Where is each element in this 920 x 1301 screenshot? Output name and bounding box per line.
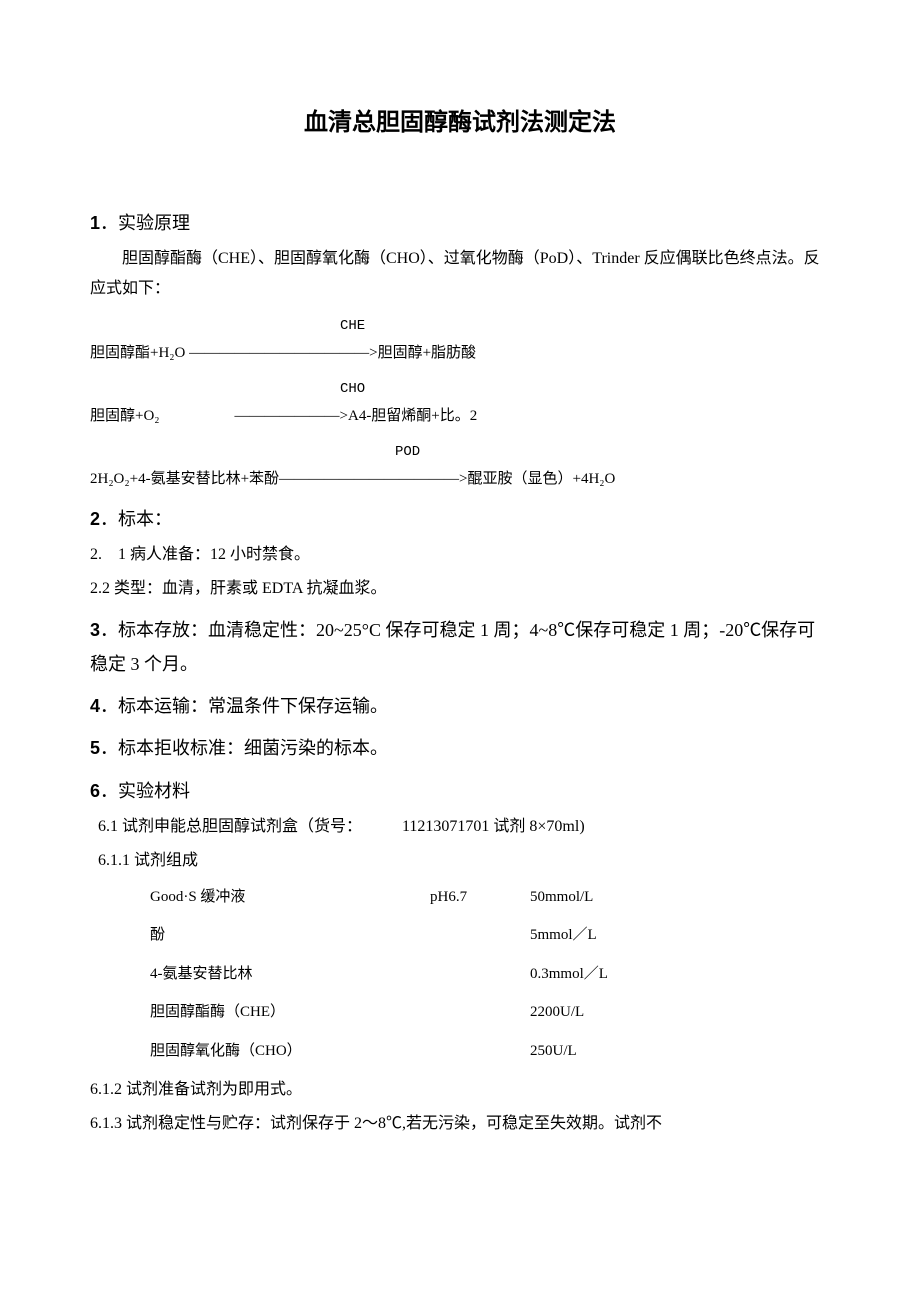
reagent-value: 50mmol/L	[530, 883, 680, 912]
document-title: 血清总胆固醇酶试剂法测定法	[90, 100, 830, 146]
reagent-value: 2200U/L	[530, 998, 680, 1027]
reagent-row-1: 酚 5mmol／L	[150, 921, 830, 950]
section-3-text: ．标本存放：血清稳定性：20~25°C 保存可稳定 1 周；4~8℃保存可稳定 …	[90, 620, 815, 674]
reaction-2-label: CHO	[340, 376, 830, 403]
reagent-row-2: 4-氨基安替比林 0.3mmol／L	[150, 960, 830, 989]
section-3-num: 3	[90, 620, 100, 640]
reaction-2: 胆固醇+O₂ ―――――――>A4-胆留烯酮+比。2	[90, 402, 830, 431]
reagent-ph	[430, 998, 530, 1027]
section-4-text: ．标本运输：常温条件下保存运输。	[100, 696, 388, 716]
section-5-heading: 5．标本拒收标准：细菌污染的标本。	[90, 731, 830, 765]
reagent-name: 4-氨基安替比林	[150, 960, 430, 989]
section-6-text: ．实验材料	[100, 781, 190, 801]
section-6-item1: 6.1 试剂申能总胆固醇试剂盒（货号： 11213071701 试剂 8×70m…	[98, 812, 830, 842]
section-2-item1: 2. 1 病人准备：12 小时禁食。	[90, 540, 830, 570]
section-1-num: 1	[90, 213, 100, 233]
reagent-value: 5mmol／L	[530, 921, 680, 950]
reaction-3: 2H₂O₂+4-氨基安替比林+苯酚――――――――――――>醌亚胺（显色）+4H…	[90, 465, 830, 494]
section-4-heading: 4．标本运输：常温条件下保存运输。	[90, 689, 830, 723]
section-6-heading: 6．实验材料	[90, 774, 830, 808]
section-1-heading: 1．实验原理	[90, 206, 830, 240]
reagent-table: Good·S 缓冲液 pH6.7 50mmol/L 酚 5mmol／L 4-氨基…	[150, 883, 830, 1066]
reagent-name: 胆固醇酯酶（CHE）	[150, 998, 430, 1027]
section-6-item3: 6.1.2 试剂准备试剂为即用式。	[90, 1075, 830, 1105]
section-6-num: 6	[90, 781, 100, 801]
section-3-heading: 3．标本存放：血清稳定性：20~25°C 保存可稳定 1 周；4~8℃保存可稳定…	[90, 613, 830, 681]
reagent-ph: pH6.7	[430, 883, 530, 912]
section-2-num: 2	[90, 509, 100, 529]
reaction-1-label: CHE	[340, 313, 830, 340]
reagent-name: 胆固醇氧化酶（CHO）	[150, 1037, 430, 1066]
reagent-ph	[430, 1037, 530, 1066]
reagent-row-3: 胆固醇酯酶（CHE） 2200U/L	[150, 998, 830, 1027]
section-1-para: 胆固醇酯酶（CHE）、胆固醇氧化酶（CHO）、过氧化物酶（PoD）、Trinde…	[90, 244, 830, 305]
section-4-num: 4	[90, 696, 100, 716]
reagent-value: 0.3mmol／L	[530, 960, 680, 989]
reagent-ph	[430, 921, 530, 950]
section-6-item4: 6.1.3 试剂稳定性与贮存：试剂保存于 2～8℃,若无污染，可稳定至失效期。试…	[90, 1109, 830, 1139]
section-2-heading: 2．标本：	[90, 502, 830, 536]
reaction-3-label: POD	[395, 439, 830, 466]
reagent-row-4: 胆固醇氧化酶（CHO） 250U/L	[150, 1037, 830, 1066]
reagent-row-0: Good·S 缓冲液 pH6.7 50mmol/L	[150, 883, 830, 912]
reagent-name: 酚	[150, 921, 430, 950]
section-5-num: 5	[90, 738, 100, 758]
section-2-item2: 2.2 类型：血清，肝素或 EDTA 抗凝血浆。	[90, 574, 830, 604]
reaction-1: 胆固醇酯+H₂O ――――――――――――>胆固醇+脂肪酸	[90, 339, 830, 368]
reagent-value: 250U/L	[530, 1037, 680, 1066]
section-2-text: ．标本：	[100, 509, 172, 529]
section-1-text: ．实验原理	[100, 213, 190, 233]
section-6-item2: 6.1.1 试剂组成	[98, 846, 830, 876]
reagent-name: Good·S 缓冲液	[150, 883, 430, 912]
reagent-ph	[430, 960, 530, 989]
section-5-text: ．标本拒收标准：细菌污染的标本。	[100, 738, 388, 758]
